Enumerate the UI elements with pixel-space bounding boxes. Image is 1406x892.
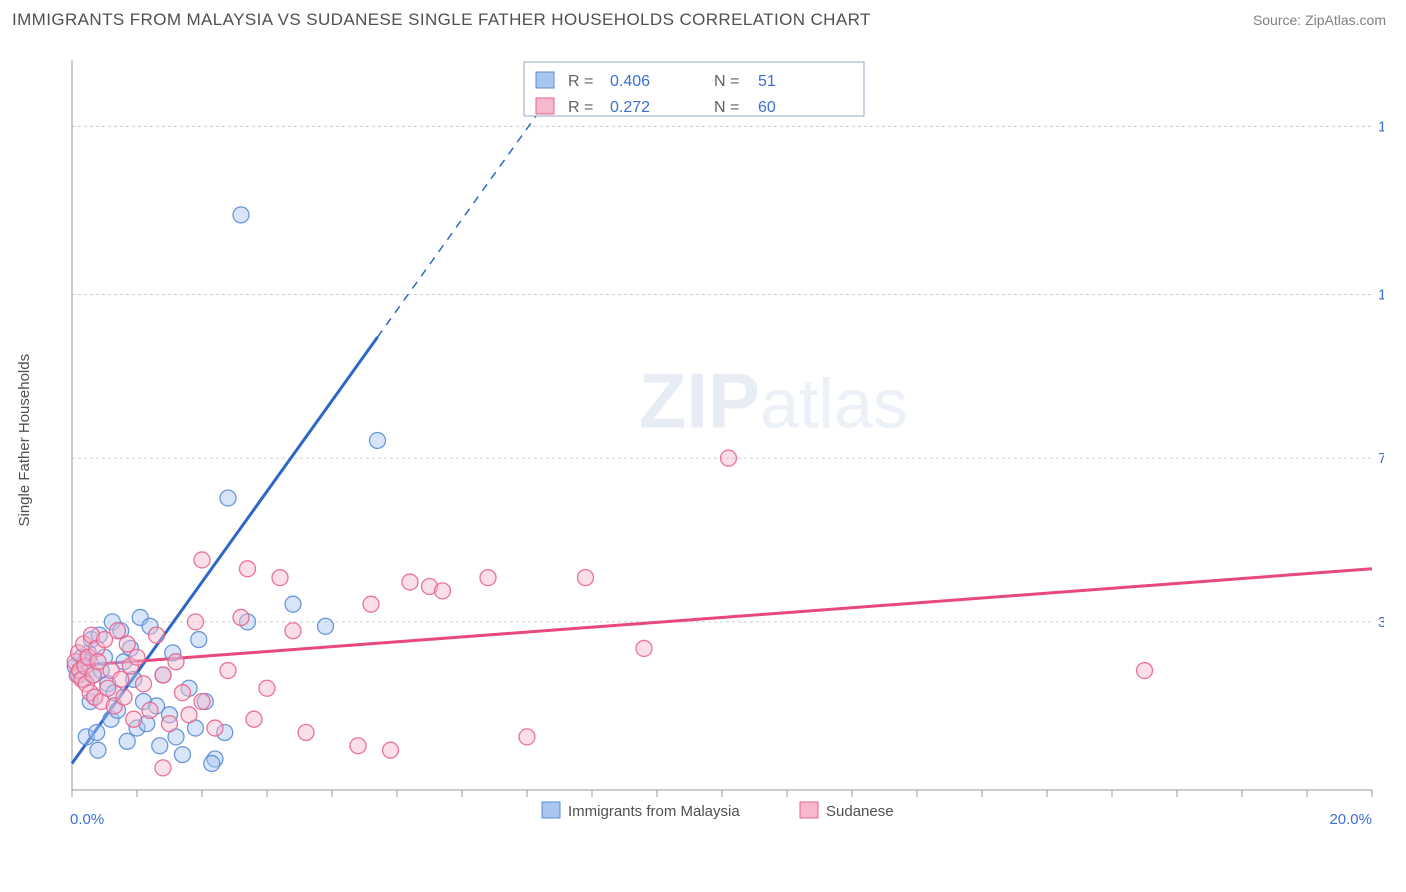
y-axis-label: Single Father Households: [16, 354, 33, 527]
data-point: [435, 583, 451, 599]
data-point: [152, 738, 168, 754]
data-point: [181, 707, 197, 723]
data-point: [272, 570, 288, 586]
data-point: [89, 724, 105, 740]
data-point: [233, 609, 249, 625]
data-point: [363, 596, 379, 612]
data-point: [519, 729, 535, 745]
legend-swatch: [800, 802, 818, 818]
data-point: [149, 627, 165, 643]
data-point: [285, 596, 301, 612]
data-point: [285, 623, 301, 639]
data-point: [191, 632, 207, 648]
data-point: [175, 685, 191, 701]
source-attribution: Source: ZipAtlas.com: [1253, 12, 1386, 28]
data-point: [259, 680, 275, 696]
data-point: [240, 561, 256, 577]
data-point: [113, 671, 129, 687]
data-point: [350, 738, 366, 754]
legend-n-label: N =: [714, 73, 739, 90]
data-point: [1137, 663, 1153, 679]
data-point: [155, 760, 171, 776]
data-point: [318, 618, 334, 634]
y-tick-label: 3.8%: [1378, 614, 1384, 631]
data-point: [220, 490, 236, 506]
data-point: [721, 450, 737, 466]
chart-title: IMMIGRANTS FROM MALAYSIA VS SUDANESE SIN…: [12, 10, 871, 30]
source-prefix: Source:: [1253, 12, 1305, 28]
data-point: [129, 649, 145, 665]
legend-r-value: 0.406: [610, 73, 650, 90]
legend-r-label: R =: [568, 99, 593, 116]
chart-header: IMMIGRANTS FROM MALAYSIA VS SUDANESE SIN…: [0, 0, 1406, 36]
data-point: [119, 733, 135, 749]
data-point: [207, 720, 223, 736]
x-tick-label: 0.0%: [70, 811, 104, 828]
data-point: [383, 742, 399, 758]
data-point: [636, 640, 652, 656]
chart-area: 3.8%7.5%11.2%15.0%0.0%20.0%R =0.406N =51…: [54, 60, 1384, 800]
data-point: [188, 614, 204, 630]
trend-line: [72, 586, 1145, 666]
scatter-chart: 3.8% 7.5% 11.2% 15.0% 0.0% 20.0% R = 0.406 N = 51…: [54, 60, 1384, 870]
legend-r-label: R =: [568, 73, 593, 90]
legend-series-label: Sudanese: [826, 803, 894, 820]
data-point: [126, 711, 142, 727]
data-point: [142, 702, 158, 718]
y-tick-label: 11.2%: [1378, 286, 1384, 303]
data-point: [194, 552, 210, 568]
data-point: [204, 755, 220, 771]
legend-n-value: 60: [758, 99, 776, 116]
data-point: [162, 716, 178, 732]
data-point: [220, 663, 236, 679]
y-tick-label: 15.0%: [1378, 118, 1384, 135]
legend-r-value: 0.272: [610, 99, 650, 116]
data-point: [119, 636, 135, 652]
y-tick-label: 7.5%: [1378, 450, 1384, 467]
data-point: [136, 676, 152, 692]
trend-line: [1145, 569, 1373, 586]
legend-swatch: [542, 802, 560, 818]
legend-series-label: Immigrants from Malaysia: [568, 803, 740, 820]
data-point: [233, 207, 249, 223]
x-tick-label: 20.0%: [1329, 811, 1372, 828]
data-point: [116, 689, 132, 705]
data-point: [194, 694, 210, 710]
legend-swatch: [536, 72, 554, 88]
data-point: [298, 724, 314, 740]
data-point: [370, 432, 386, 448]
source-name: ZipAtlas.com: [1305, 12, 1386, 28]
data-point: [402, 574, 418, 590]
data-point: [246, 711, 262, 727]
data-point: [175, 747, 191, 763]
legend-n-label: N =: [714, 99, 739, 116]
legend-swatch: [536, 98, 554, 114]
data-point: [90, 742, 106, 758]
data-point: [578, 570, 594, 586]
legend-n-value: 51: [758, 73, 776, 90]
data-point: [155, 667, 171, 683]
data-point: [480, 570, 496, 586]
data-point: [168, 654, 184, 670]
data-point: [110, 623, 126, 639]
